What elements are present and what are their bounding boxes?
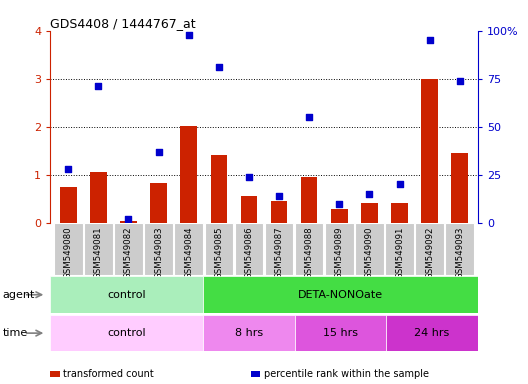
Text: percentile rank within the sample: percentile rank within the sample	[264, 369, 429, 379]
Bar	[54, 223, 82, 275]
Text: transformed count: transformed count	[63, 369, 154, 379]
Text: GSM549085: GSM549085	[214, 227, 223, 280]
Point	[184, 31, 193, 38]
Bar	[120, 221, 137, 223]
Text: GDS4408 / 1444767_at: GDS4408 / 1444767_at	[50, 17, 196, 30]
Bar	[234, 223, 263, 275]
Point	[426, 37, 434, 43]
Text: 8 hrs: 8 hrs	[234, 328, 263, 338]
Point	[124, 216, 133, 222]
Point	[244, 174, 253, 180]
Bar	[391, 203, 408, 223]
Bar	[265, 223, 294, 275]
Point	[214, 64, 223, 70]
Bar	[331, 209, 347, 223]
Point	[94, 83, 102, 89]
Bar	[211, 155, 227, 223]
Text: GSM549090: GSM549090	[365, 227, 374, 280]
Point	[335, 200, 344, 207]
Point	[275, 193, 284, 199]
Bar	[301, 177, 317, 223]
Text: GSM549081: GSM549081	[94, 227, 103, 280]
Text: GSM549093: GSM549093	[455, 227, 464, 280]
Point	[395, 181, 404, 187]
Bar	[181, 126, 197, 223]
Bar	[295, 315, 386, 351]
Text: agent: agent	[3, 290, 35, 300]
Bar	[446, 223, 474, 275]
Text: GSM549089: GSM549089	[335, 227, 344, 280]
Bar	[385, 223, 414, 275]
Text: DETA-NONOate: DETA-NONOate	[298, 290, 383, 300]
Point	[305, 114, 314, 120]
Bar	[84, 223, 112, 275]
Text: GSM549083: GSM549083	[154, 227, 163, 280]
Text: GSM549084: GSM549084	[184, 227, 193, 280]
Text: GSM549091: GSM549091	[395, 227, 404, 280]
Text: time: time	[3, 328, 28, 338]
Bar	[271, 201, 287, 223]
Text: 15 hrs: 15 hrs	[323, 328, 358, 338]
Bar	[386, 315, 478, 351]
Bar	[295, 223, 324, 275]
Text: GSM549086: GSM549086	[244, 227, 253, 280]
Text: GSM549082: GSM549082	[124, 227, 133, 280]
Text: control: control	[107, 290, 146, 300]
Bar	[204, 223, 233, 275]
Bar	[203, 315, 295, 351]
Point	[154, 149, 163, 155]
Bar	[451, 153, 468, 223]
Text: GSM549080: GSM549080	[64, 227, 73, 280]
Bar	[203, 276, 478, 313]
Bar	[421, 79, 438, 223]
Bar	[144, 223, 173, 275]
Bar	[325, 223, 354, 275]
Bar	[174, 223, 203, 275]
Text: control: control	[107, 328, 146, 338]
Text: GSM549087: GSM549087	[275, 227, 284, 280]
Bar	[90, 172, 107, 223]
Bar	[114, 223, 143, 275]
Point	[456, 78, 464, 84]
Bar	[50, 315, 203, 351]
Bar	[361, 203, 378, 223]
Bar	[416, 223, 444, 275]
Text: GSM549088: GSM549088	[305, 227, 314, 280]
Bar	[50, 276, 203, 313]
Bar	[241, 196, 257, 223]
Text: 24 hrs: 24 hrs	[414, 328, 450, 338]
Point	[64, 166, 72, 172]
Point	[365, 191, 374, 197]
Text: GSM549092: GSM549092	[425, 227, 434, 280]
Bar	[60, 187, 77, 223]
Bar	[355, 223, 384, 275]
Bar	[150, 184, 167, 223]
